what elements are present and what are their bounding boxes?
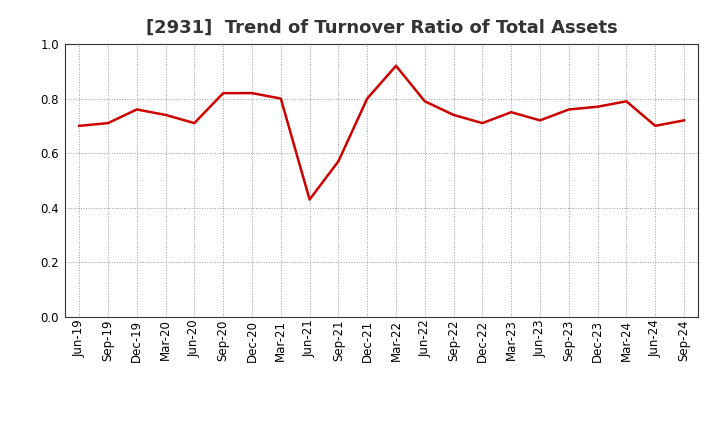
Title: [2931]  Trend of Turnover Ratio of Total Assets: [2931] Trend of Turnover Ratio of Total … <box>145 19 618 37</box>
